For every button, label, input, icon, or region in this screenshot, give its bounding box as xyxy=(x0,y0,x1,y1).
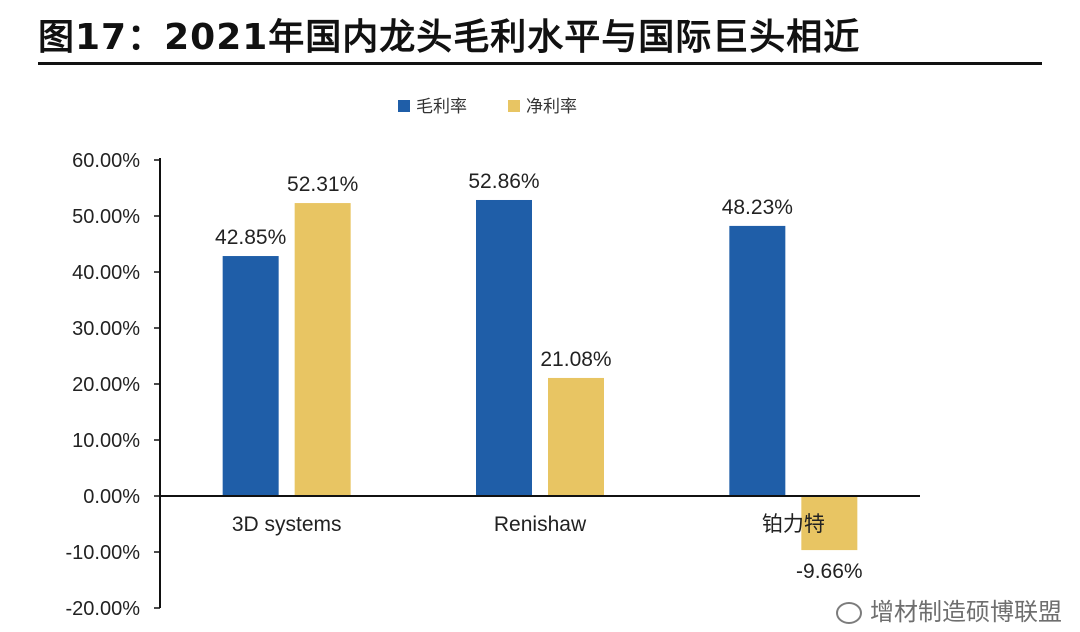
chart-title: 图17：2021年国内龙头毛利水平与国际巨头相近 xyxy=(38,17,861,58)
legend-label: 净利率 xyxy=(526,97,577,117)
y-tick-label: 30.00% xyxy=(72,318,140,340)
wechat-icon xyxy=(836,602,862,624)
legend-swatch xyxy=(398,100,410,112)
bar-net xyxy=(548,377,604,496)
data-labels: 42.85% 52.31% 52.86% 21.08% 48.23% -9.66% xyxy=(215,170,863,583)
y-tick-label: 60.00% xyxy=(72,150,140,172)
x-tick-label: 3D systems xyxy=(232,513,342,536)
data-label: -9.66% xyxy=(796,560,863,583)
data-label: 42.85% xyxy=(215,226,286,249)
x-tick-label: 铂力特 xyxy=(762,513,825,536)
watermark: 增材制造硕博联盟 xyxy=(836,592,1062,627)
legend-label: 毛利率 xyxy=(416,97,467,117)
data-label: 52.31% xyxy=(287,173,358,196)
title-rule xyxy=(38,62,1042,65)
x-tick-label: Renishaw xyxy=(494,513,587,536)
bars xyxy=(222,199,858,551)
legend: 毛利率 净利率 xyxy=(398,97,577,117)
data-label: 21.08% xyxy=(540,348,611,371)
bar-net xyxy=(801,496,858,551)
y-axis: -20.00% -10.00% 0.00% 10.00% 20.00% 30.00% 40.… xyxy=(66,150,161,620)
watermark-text: 增材制造硕博联盟 xyxy=(870,598,1062,626)
data-label: 52.86% xyxy=(468,170,539,193)
y-tick-label: 10.00% xyxy=(72,430,140,452)
y-tick-label: 40.00% xyxy=(72,262,140,284)
data-label: 48.23% xyxy=(722,196,793,219)
legend-swatch xyxy=(508,100,520,112)
y-tick-label: -10.00% xyxy=(66,542,141,564)
x-axis: 3D systems Renishaw 铂力特 xyxy=(160,495,920,536)
bar-gross xyxy=(476,199,532,496)
bar-gross xyxy=(222,256,279,496)
bar-net xyxy=(294,203,351,496)
y-tick-label: 0.00% xyxy=(83,486,140,508)
y-tick-label: 20.00% xyxy=(72,374,140,396)
y-tick-label: -20.00% xyxy=(66,598,141,620)
y-tick-label: 50.00% xyxy=(72,206,140,228)
bar-gross xyxy=(729,225,786,497)
